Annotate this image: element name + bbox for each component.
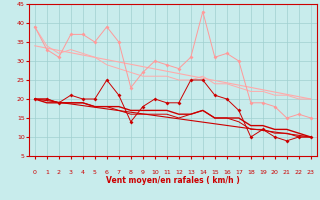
- X-axis label: Vent moyen/en rafales ( km/h ): Vent moyen/en rafales ( km/h ): [106, 176, 240, 185]
